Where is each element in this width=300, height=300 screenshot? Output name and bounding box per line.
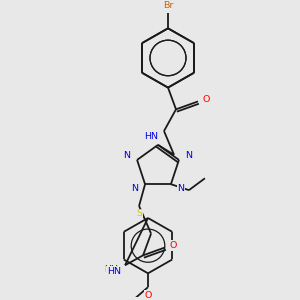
Text: HN: HN (144, 133, 158, 142)
Text: H: H (104, 265, 111, 274)
Text: S: S (136, 209, 142, 218)
Text: H: H (110, 265, 117, 274)
Text: N: N (185, 152, 192, 160)
Text: N: N (124, 152, 130, 160)
Text: Br: Br (163, 1, 173, 10)
Text: O: O (144, 291, 152, 300)
Text: HN: HN (107, 267, 121, 276)
Text: N: N (132, 184, 139, 193)
Text: N: N (177, 184, 184, 193)
Text: O: O (202, 95, 210, 104)
Text: O: O (169, 241, 177, 250)
